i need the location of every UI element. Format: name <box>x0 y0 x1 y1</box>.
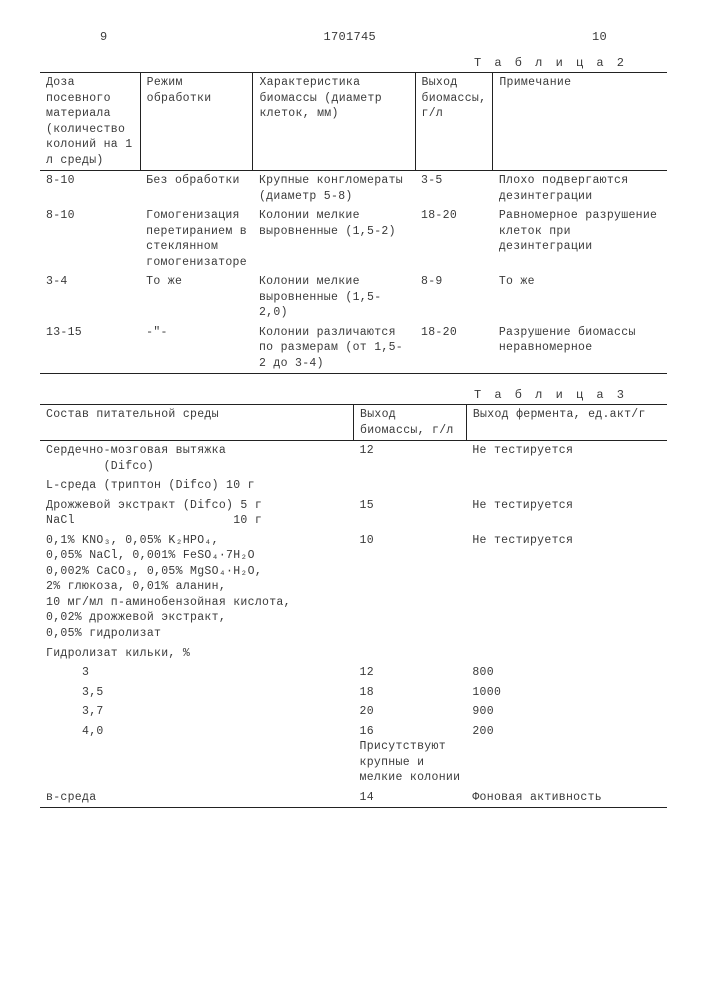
table-cell: L-среда (триптон (Difco) 10 г <box>40 476 354 496</box>
table-cell: Гомогенизация перетиранием в стеклянном … <box>140 206 253 272</box>
table-cell: Не тестируется <box>466 496 667 531</box>
page-header: 9 1701745 10 <box>40 30 667 44</box>
table-cell: 15 <box>354 496 467 531</box>
table-cell: 3-5 <box>415 171 493 207</box>
table-cell: 16 Присутствуют крупные и мелкие колонии <box>354 722 467 788</box>
table-cell: Колонии мелкие выровненные (1,5-2,0) <box>253 272 415 323</box>
table2-col-1: Доза посевного материала (количество кол… <box>40 73 140 171</box>
table-cell <box>466 476 667 496</box>
table-cell: 18-20 <box>415 206 493 272</box>
table-cell: Разрушение биомассы неравномерное <box>493 323 667 374</box>
table-row: 4,016 Присутствуют крупные и мелкие коло… <box>40 722 667 788</box>
table-cell: 200 <box>466 722 667 788</box>
table-row: Гидролизат кильки, % <box>40 644 667 664</box>
table3: Состав питательной среды Выход биомассы,… <box>40 404 667 808</box>
table-cell: Фоновая активность <box>466 788 667 808</box>
table-cell: Дрожжевой экстракт (Difco) 5 г NaCl 10 г <box>40 496 354 531</box>
table-cell: То же <box>493 272 667 323</box>
table-row: 312800 <box>40 663 667 683</box>
doc-number: 1701745 <box>323 30 376 44</box>
table-row: L-среда (триптон (Difco) 10 г <box>40 476 667 496</box>
table-cell: Равномерное разрушение клеток при дезинт… <box>493 206 667 272</box>
table-cell: 13-15 <box>40 323 140 374</box>
table-cell: 4,0 <box>40 722 354 788</box>
table-cell: 8-10 <box>40 206 140 272</box>
table2-col-4: Выход биомассы, г/л <box>415 73 493 171</box>
table-row: 3,5181000 <box>40 683 667 703</box>
table-cell: 900 <box>466 702 667 722</box>
table3-col-3: Выход фермента, ед.акт/г <box>466 405 667 441</box>
table-row: Дрожжевой экстракт (Difco) 5 г NaCl 10 г… <box>40 496 667 531</box>
table-cell: Не тестируется <box>466 441 667 477</box>
page-num-right: 10 <box>592 30 607 44</box>
table-cell: 8-10 <box>40 171 140 207</box>
page-num-left: 9 <box>100 30 108 44</box>
table-cell: 0,1% KNO₃, 0,05% K₂HPO₄, 0,05% NaCl, 0,0… <box>40 531 354 644</box>
table-cell: 8-9 <box>415 272 493 323</box>
table-cell: Крупные конгломераты (диаметр 5-8) <box>253 171 415 207</box>
table2: Доза посевного материала (количество кол… <box>40 72 667 374</box>
table-cell: -"- <box>140 323 253 374</box>
table-cell: в-среда <box>40 788 354 808</box>
table2-col-5: Примечание <box>493 73 667 171</box>
table-cell: Без обработки <box>140 171 253 207</box>
table-cell: 12 <box>354 441 467 477</box>
table-cell: 12 <box>354 663 467 683</box>
table-cell <box>354 476 467 496</box>
table-cell: 1000 <box>466 683 667 703</box>
table-cell: 10 <box>354 531 467 644</box>
table-cell: 14 <box>354 788 467 808</box>
table-cell: 18 <box>354 683 467 703</box>
table3-caption: Т а б л и ц а 3 <box>40 388 627 402</box>
table-cell: 3,5 <box>40 683 354 703</box>
table-row: 13-15-"-Колонии различаются по размерам … <box>40 323 667 374</box>
table-row: 0,1% KNO₃, 0,05% K₂HPO₄, 0,05% NaCl, 0,0… <box>40 531 667 644</box>
table-row: Сердечно-мозговая вытяжка (Difco)12Не те… <box>40 441 667 477</box>
table-row: 8-10Гомогенизация перетиранием в стеклян… <box>40 206 667 272</box>
table3-col-2: Выход биомассы, г/л <box>354 405 467 441</box>
table-row: 3-4То жеКолонии мелкие выровненные (1,5-… <box>40 272 667 323</box>
table2-caption: Т а б л и ц а 2 <box>40 56 627 70</box>
table-row: 3,720900 <box>40 702 667 722</box>
table2-col-3: Характеристика биомассы (диаметр клеток,… <box>253 73 415 171</box>
table-cell <box>354 644 467 664</box>
table-row: 8-10Без обработкиКрупные конгломераты (д… <box>40 171 667 207</box>
table2-header-row: Доза посевного материала (количество кол… <box>40 73 667 171</box>
table-cell: Сердечно-мозговая вытяжка (Difco) <box>40 441 354 477</box>
table-cell: 3 <box>40 663 354 683</box>
table-cell: Колонии различаются по размерам (от 1,5-… <box>253 323 415 374</box>
table-cell: 18-20 <box>415 323 493 374</box>
table-cell: 20 <box>354 702 467 722</box>
table2-col-2: Режим обработки <box>140 73 253 171</box>
table-cell: 3,7 <box>40 702 354 722</box>
table3-header-row: Состав питательной среды Выход биомассы,… <box>40 405 667 441</box>
table-cell: То же <box>140 272 253 323</box>
table-cell: 3-4 <box>40 272 140 323</box>
table-cell: Колонии мелкие выровненные (1,5-2) <box>253 206 415 272</box>
table-row: в-среда14Фоновая активность <box>40 788 667 808</box>
table-cell: Плохо подвергаются дезинтеграции <box>493 171 667 207</box>
table-cell: 800 <box>466 663 667 683</box>
table3-col-1: Состав питательной среды <box>40 405 354 441</box>
table-cell: Не тестируется <box>466 531 667 644</box>
table-cell: Гидролизат кильки, % <box>40 644 354 664</box>
table-cell <box>466 644 667 664</box>
